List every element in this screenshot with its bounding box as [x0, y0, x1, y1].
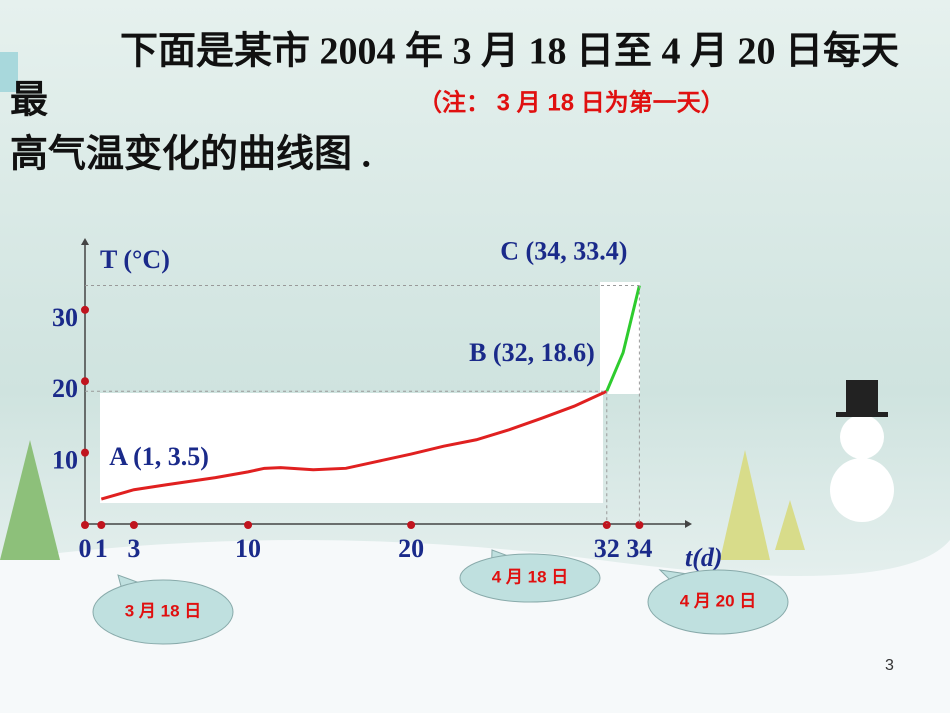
- y-tick-label: 10: [52, 446, 78, 475]
- x-tick-label: 20: [398, 534, 424, 563]
- line: [605, 285, 641, 392]
- snowman: [840, 415, 884, 459]
- note: （注： 3 月 18 日为第一天）: [418, 88, 725, 116]
- x-tick-label: 0: [79, 534, 92, 563]
- tree: [0, 440, 60, 560]
- y-tick-label: 30: [52, 303, 78, 332]
- x-tick: [129, 521, 138, 529]
- x-tick: [635, 521, 644, 529]
- tree: [720, 450, 770, 560]
- tree: [775, 500, 805, 550]
- x-tick: [407, 521, 416, 529]
- decor: [0, 52, 18, 92]
- callout: [92, 579, 234, 645]
- page-number: 3: [885, 657, 894, 674]
- y-tick: [81, 377, 89, 386]
- x-tick-label: 1: [95, 534, 108, 563]
- snowman: [830, 458, 894, 522]
- x-tick: [97, 521, 106, 529]
- panel: [600, 282, 640, 394]
- callout: [647, 569, 789, 635]
- x-tick-label: 3: [127, 534, 140, 563]
- callout-text: 3 月 18 日: [125, 601, 202, 620]
- x-axis-arrow: [685, 520, 692, 528]
- y-axis-arrow: [81, 238, 89, 245]
- x-tick: [602, 521, 611, 529]
- x-tick: [244, 521, 253, 529]
- x-tick-label: 32: [594, 534, 620, 563]
- x-tick-label: 34: [626, 534, 652, 563]
- title: 下面是某市 2004 年 3 月 18 日至 4 月 20 日每天: [120, 31, 899, 73]
- annotation: A (1, 3.5): [109, 442, 209, 471]
- title: 最: [10, 80, 48, 122]
- x-tick-label: 10: [235, 534, 261, 563]
- plot: t(d) T (°C) 0 1 3 10 20 32 34 10 20 30 A (1, 3.5) B (…: [52, 237, 789, 645]
- y-tick-label: 20: [52, 374, 78, 403]
- callout-text: 4 月 20 日: [680, 591, 757, 610]
- x-tick: [81, 521, 89, 529]
- y-axis-label: T (°C): [100, 245, 170, 274]
- snowman-hat: [846, 380, 878, 414]
- annotation: C (34, 33.4): [500, 237, 627, 266]
- annotation: B (32, 18.6): [469, 338, 595, 367]
- snowman-hat: [836, 412, 888, 417]
- panel: [100, 393, 603, 503]
- y-tick: [81, 305, 89, 314]
- line: [100, 389, 608, 501]
- x-axis-label: t(d): [685, 543, 723, 572]
- callout-text: 4 月 18 日: [492, 567, 569, 586]
- title: 高气温变化的曲线图 .: [10, 134, 371, 176]
- y-tick: [81, 448, 89, 457]
- callout: [459, 553, 601, 603]
